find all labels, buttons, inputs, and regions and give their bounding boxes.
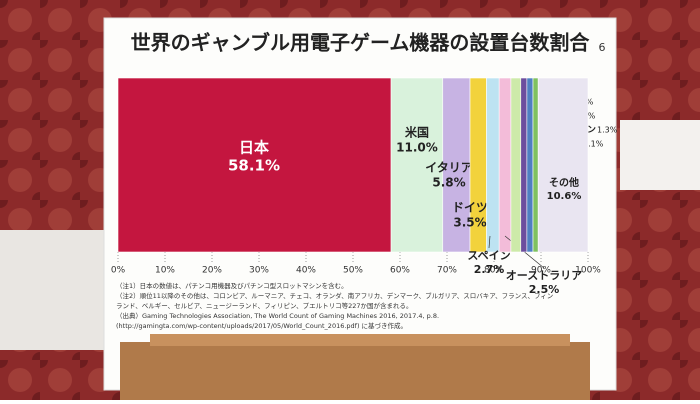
footnote: （注1）日本の数値は、パチンコ用機器及びパチンコ型スロットマシンを含む。 — [116, 281, 348, 290]
value-label: 11.0% — [396, 141, 438, 155]
x-tick-label: 100% — [575, 266, 601, 276]
bar-segment — [498, 77, 512, 253]
x-tick-label: 90% — [531, 266, 551, 276]
sleeve — [0, 230, 110, 350]
segment-label: 日本 — [239, 139, 269, 157]
value-label: 5.8% — [432, 176, 465, 190]
bar-segment — [520, 77, 528, 253]
x-tick-label: 60% — [390, 266, 410, 276]
footnote: (http://gamingta.com/wp-content/uploads/… — [116, 321, 407, 330]
bar-segment — [390, 77, 444, 253]
segment-label: その他 — [549, 176, 579, 189]
value-label: 1.1% — [583, 140, 604, 149]
page-number: 6 — [599, 41, 606, 54]
footnote: ランド、ベルギー、セルビア、ニュージーランド、フィリピン、プエルトリコ等227か… — [116, 301, 413, 310]
bar-segment — [532, 77, 539, 253]
bar-segment — [117, 77, 392, 253]
value-label: 58.1% — [228, 157, 280, 175]
value-label: 2.7% — [474, 263, 505, 276]
x-tick-label: 0% — [111, 266, 126, 276]
bar-segment — [486, 77, 500, 253]
value-label: 10.6% — [547, 191, 582, 202]
footnote: （注2）順位11以降のその他は、コロンビア、ルーマニア、チェコ、オランダ、南アフ… — [116, 291, 553, 300]
chart-title: 世界のギャンブル用電子ゲーム機器の設置台数割合 — [131, 31, 591, 55]
value-label: 3.5% — [453, 216, 486, 230]
segment-label: オーストラリア — [506, 269, 582, 282]
leader-line — [488, 235, 491, 249]
value-label: 1.3% — [597, 126, 618, 135]
bar-segment — [537, 77, 589, 253]
x-tick-label: 10% — [155, 266, 175, 276]
segment-label: ドイツ — [452, 201, 488, 215]
bar-segment — [442, 77, 471, 253]
stand — [120, 342, 590, 400]
value-label: 2.5% — [529, 283, 560, 296]
x-tick-label: 40% — [296, 266, 316, 276]
papers — [620, 120, 700, 190]
x-tick-label: 70% — [437, 266, 457, 276]
stand-top — [150, 334, 570, 346]
x-tick-label: 80% — [484, 266, 504, 276]
x-tick-label: 50% — [343, 266, 363, 276]
bar-segment — [510, 77, 522, 253]
segment-label: 米国 — [405, 125, 429, 140]
footnote: （出典）Gaming Technologies Association, The… — [116, 311, 439, 320]
x-tick-label: 30% — [249, 266, 269, 276]
x-tick-label: 20% — [202, 266, 222, 276]
segment-label: イタリア — [425, 161, 473, 175]
bar-segment — [526, 77, 534, 253]
